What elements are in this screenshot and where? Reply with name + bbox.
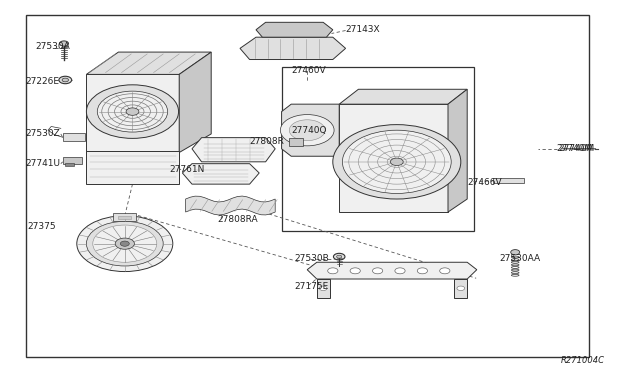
Text: 27740M: 27740M xyxy=(559,144,595,153)
Polygon shape xyxy=(86,151,179,184)
Circle shape xyxy=(115,238,134,249)
Circle shape xyxy=(333,125,461,199)
Circle shape xyxy=(86,85,179,138)
Polygon shape xyxy=(86,52,211,74)
Circle shape xyxy=(126,108,139,115)
Text: 27530AA: 27530AA xyxy=(499,254,540,263)
Circle shape xyxy=(511,250,520,255)
Text: 27740Q: 27740Q xyxy=(291,126,326,135)
Bar xyxy=(289,138,303,146)
Polygon shape xyxy=(182,164,259,184)
Bar xyxy=(65,163,74,166)
Bar xyxy=(26,15,589,357)
Text: 27143X: 27143X xyxy=(346,25,380,34)
Bar xyxy=(113,213,136,221)
Circle shape xyxy=(372,268,383,274)
Bar xyxy=(63,157,82,164)
Polygon shape xyxy=(256,22,333,37)
Circle shape xyxy=(350,268,360,274)
Text: 27808RA: 27808RA xyxy=(218,215,258,224)
Circle shape xyxy=(97,91,168,132)
Text: 27460V: 27460V xyxy=(291,66,326,75)
Circle shape xyxy=(328,268,338,274)
Text: 27530Z: 27530Z xyxy=(26,129,60,138)
Circle shape xyxy=(319,286,327,291)
Text: 27808R: 27808R xyxy=(250,137,284,146)
Circle shape xyxy=(60,41,68,46)
Bar xyxy=(63,133,85,141)
Polygon shape xyxy=(282,104,339,156)
Circle shape xyxy=(337,255,342,258)
Circle shape xyxy=(417,268,428,274)
Polygon shape xyxy=(339,104,448,212)
Polygon shape xyxy=(454,279,467,298)
Text: 27530B: 27530B xyxy=(294,254,329,263)
Circle shape xyxy=(289,120,325,141)
Polygon shape xyxy=(86,74,179,153)
Circle shape xyxy=(390,158,403,166)
Text: 27761N: 27761N xyxy=(170,165,205,174)
Polygon shape xyxy=(307,262,477,279)
Circle shape xyxy=(62,78,68,82)
Circle shape xyxy=(86,221,163,266)
Text: R271004C: R271004C xyxy=(561,356,605,365)
Bar xyxy=(118,216,131,219)
Text: 27466V: 27466V xyxy=(467,178,502,187)
Polygon shape xyxy=(317,279,330,298)
Polygon shape xyxy=(339,89,467,104)
Circle shape xyxy=(77,216,173,272)
Text: 27375: 27375 xyxy=(27,222,56,231)
Text: 27226E: 27226E xyxy=(26,77,60,86)
Circle shape xyxy=(395,268,405,274)
Bar xyxy=(493,178,524,183)
Polygon shape xyxy=(240,37,346,60)
Circle shape xyxy=(440,268,450,274)
Circle shape xyxy=(120,241,129,246)
Polygon shape xyxy=(179,52,211,153)
Circle shape xyxy=(333,253,345,260)
Bar xyxy=(282,67,474,231)
Polygon shape xyxy=(186,196,275,215)
Polygon shape xyxy=(448,89,467,212)
Polygon shape xyxy=(192,138,275,162)
Circle shape xyxy=(342,130,451,193)
Circle shape xyxy=(59,76,72,84)
Circle shape xyxy=(280,115,334,146)
Circle shape xyxy=(93,225,157,262)
Circle shape xyxy=(457,286,465,291)
Text: 27175E: 27175E xyxy=(294,282,329,291)
Text: 27741U: 27741U xyxy=(26,159,61,168)
Text: 27740M: 27740M xyxy=(557,144,593,153)
Text: 27530A: 27530A xyxy=(35,42,70,51)
